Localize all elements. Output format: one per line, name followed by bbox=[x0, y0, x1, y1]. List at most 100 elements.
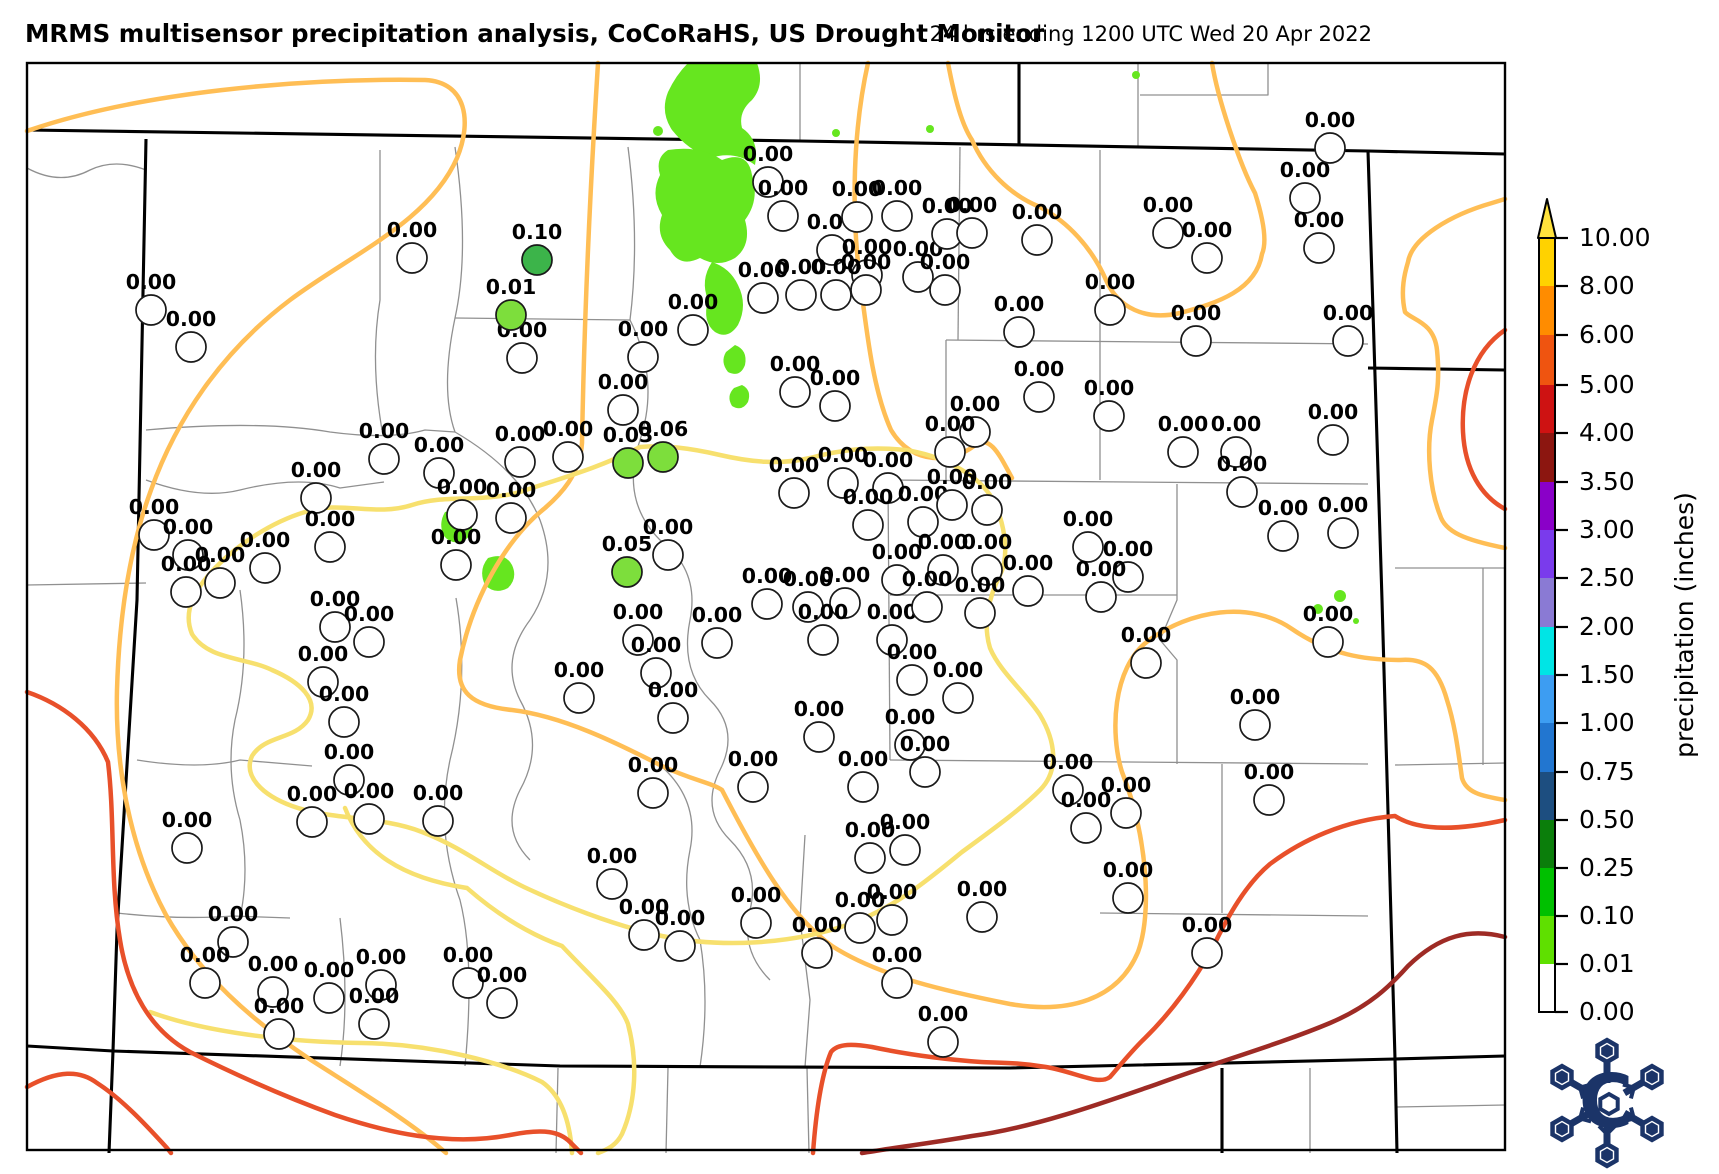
station-marker bbox=[612, 447, 644, 479]
station-marker bbox=[927, 554, 959, 586]
station-value-label: 0.00 bbox=[955, 573, 1006, 597]
station-marker bbox=[701, 627, 733, 659]
station-value-label: 0.00 bbox=[776, 255, 827, 279]
snowflake-chevron bbox=[1597, 1124, 1609, 1136]
station-marker bbox=[1012, 575, 1044, 607]
colorbar-tick-label: 3.00 bbox=[1579, 515, 1635, 544]
county-line bbox=[1099, 912, 1369, 917]
station-marker bbox=[175, 331, 207, 363]
station-value-label: 0.00 bbox=[1182, 913, 1233, 937]
station-marker bbox=[328, 706, 360, 738]
station-value-label: 0.00 bbox=[1244, 760, 1295, 784]
station-marker bbox=[881, 967, 913, 999]
county-line bbox=[1394, 762, 1506, 766]
station-marker bbox=[353, 803, 385, 835]
station-value-label: 0.00 bbox=[933, 658, 984, 682]
station-value-label: 0.00 bbox=[324, 740, 375, 764]
station-marker bbox=[1253, 784, 1285, 816]
station-marker bbox=[1112, 882, 1144, 914]
snowflake-chevron bbox=[1628, 1107, 1636, 1120]
station-marker bbox=[881, 200, 913, 232]
station-value-label: 0.00 bbox=[655, 906, 706, 930]
station-value-label: 0.00 bbox=[731, 883, 782, 907]
station-value-label: 0.00 bbox=[962, 530, 1013, 554]
station-marker bbox=[1180, 325, 1212, 357]
station-value-label: 0.00 bbox=[887, 640, 938, 664]
timestamp-label: 24 hrs ending 1200 UTC Wed 20 Apr 2022 bbox=[930, 22, 1372, 46]
station-value-label: 0.10 bbox=[512, 220, 563, 244]
station-value-label: 0.00 bbox=[310, 587, 361, 611]
station-marker bbox=[971, 494, 1003, 526]
precipitation-colorbar: 10.00 8.00 6.00 5.00 4.00 3.50 3.00 2.50 2.00 1.5… bbox=[1537, 198, 1651, 1026]
station-marker bbox=[1023, 381, 1055, 413]
county-line bbox=[887, 479, 891, 761]
station-marker bbox=[740, 907, 772, 939]
station-marker bbox=[1239, 709, 1271, 741]
station-marker bbox=[854, 842, 886, 874]
snowflake-chevron bbox=[1605, 1070, 1617, 1082]
station-marker bbox=[964, 597, 996, 629]
station-marker bbox=[785, 279, 817, 311]
station-value-label: 0.00 bbox=[692, 603, 743, 627]
station-value-label: 0.00 bbox=[872, 176, 923, 200]
colorbar-segment bbox=[1539, 385, 1555, 433]
station-value-label: 0.00 bbox=[872, 943, 923, 967]
snowflake-tip-hexagon-inner bbox=[1554, 1120, 1570, 1138]
station-marker bbox=[1094, 294, 1126, 326]
colorbar-tick-label: 1.50 bbox=[1579, 660, 1635, 689]
snowflake-tip-hexagon bbox=[1640, 1115, 1664, 1143]
colorbar-segment bbox=[1539, 578, 1555, 627]
station-marker bbox=[1289, 182, 1321, 214]
state-border bbox=[1393, 1058, 1399, 1154]
station-marker bbox=[677, 314, 709, 346]
station-marker bbox=[396, 242, 428, 274]
state-borders-layer bbox=[26, 63, 1506, 1154]
county-line bbox=[145, 424, 456, 437]
colorbar-segment bbox=[1539, 820, 1555, 868]
colorbar-tick-label: 5.00 bbox=[1579, 370, 1635, 399]
station-marker bbox=[881, 564, 913, 596]
station-marker bbox=[452, 967, 484, 999]
station-value-label: 0.00 bbox=[1294, 208, 1345, 232]
station-marker bbox=[664, 930, 696, 962]
station-value-label: 0.00 bbox=[1258, 496, 1309, 520]
station-marker bbox=[807, 624, 839, 656]
station-marker bbox=[647, 441, 679, 473]
station-value-label: 0.00 bbox=[994, 292, 1045, 316]
station-value-label: 0.00 bbox=[1318, 493, 1369, 517]
drought-contour-amber-ne-loop bbox=[945, 60, 1267, 318]
station-marker bbox=[819, 390, 851, 422]
station-marker bbox=[640, 657, 672, 689]
colorbar-tick-label: 10.00 bbox=[1579, 223, 1651, 252]
station-marker bbox=[611, 556, 643, 588]
station-value-label: 0.00 bbox=[798, 600, 849, 624]
snowflake-tip-hexagon bbox=[1550, 1115, 1574, 1143]
station-marker bbox=[872, 472, 904, 504]
station-value-label: 0.00 bbox=[319, 682, 370, 706]
colorbar-segment bbox=[1539, 627, 1555, 675]
station-marker bbox=[896, 664, 928, 696]
snowflake-chevron bbox=[1578, 1086, 1586, 1099]
station-value-label: 0.00 bbox=[598, 370, 649, 394]
station-marker bbox=[909, 756, 941, 788]
station-marker bbox=[816, 234, 848, 266]
county-line bbox=[454, 431, 549, 861]
station-value-label: 0.05 bbox=[602, 532, 653, 556]
page-title: MRMS multisensor precipitation analysis,… bbox=[25, 19, 1045, 48]
snowflake-chevron bbox=[1579, 1082, 1592, 1090]
county-line bbox=[887, 479, 1369, 485]
station-marker bbox=[894, 729, 926, 761]
colorbar-segment bbox=[1539, 238, 1555, 286]
station-marker bbox=[628, 919, 660, 951]
county-line bbox=[454, 317, 631, 321]
colorbar-tick-label: 2.00 bbox=[1579, 612, 1635, 641]
drought-contour-darkred-se bbox=[859, 931, 1508, 1156]
drought-contour-red-sw-corner bbox=[24, 1071, 174, 1156]
station-value-label: 0.00 bbox=[1121, 623, 1172, 647]
station-marker bbox=[1167, 436, 1199, 468]
snowflake-chevron bbox=[1578, 1107, 1586, 1120]
station-value-label: 0.00 bbox=[842, 235, 893, 259]
station-marker bbox=[204, 567, 236, 599]
station-value-label: 0.00 bbox=[1230, 685, 1281, 709]
colorbar-tick-label: 4.00 bbox=[1579, 418, 1635, 447]
